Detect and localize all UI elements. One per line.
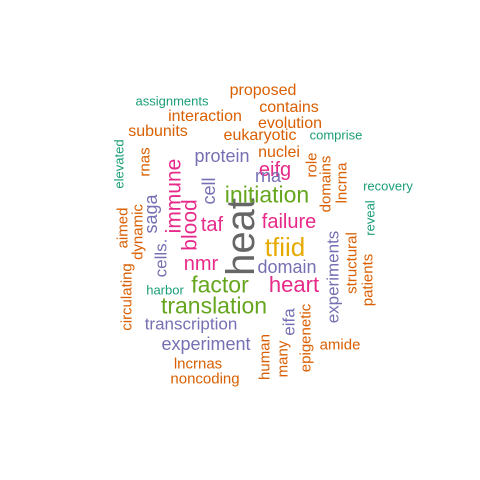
word-lncrna: lncrna (333, 162, 351, 204)
word-cell: cell (199, 177, 219, 205)
word-failure: failure (261, 211, 317, 233)
word-dynamic: dynamic (129, 204, 147, 260)
word-patients: patients (359, 253, 377, 307)
word-blood: blood (178, 199, 202, 251)
word-contains: contains (259, 99, 319, 116)
word-interaction: interaction (168, 108, 242, 125)
word-initiation: initiation (224, 181, 310, 208)
word-protein: protein (194, 146, 250, 166)
word-epigenetic: epigenetic (297, 303, 315, 373)
word-proposed: proposed (229, 82, 297, 99)
word-recovery: recovery (363, 178, 413, 194)
word-heart: heart (268, 272, 320, 297)
word-domain: domain (257, 257, 317, 277)
word-lncrnas: lncrnas (173, 355, 223, 373)
word-evolution: evolution (257, 115, 323, 132)
word-heat: heat (219, 198, 263, 276)
word-assignments: assignments (135, 93, 209, 109)
word-translation: translation (160, 292, 268, 319)
word-eifa: eifa (279, 308, 299, 336)
word-experiments: experiments (323, 230, 343, 324)
word-eifg: eifg (258, 159, 292, 181)
word-rna: rna (254, 166, 282, 186)
word-transcription: transcription (144, 314, 238, 334)
word-aimed: aimed (114, 207, 132, 249)
word-many: many (274, 340, 292, 378)
word-harbor: harbor (146, 282, 184, 298)
word-comprise: comprise (309, 127, 363, 143)
word-circulating: circulating (118, 263, 136, 331)
word-nuclei: nuclei (258, 144, 300, 161)
word-taf: taf (200, 214, 224, 236)
word-amide: amide (319, 336, 361, 354)
word-structural: structural (343, 232, 361, 294)
word-elevated: elevated (111, 139, 127, 189)
word-tfiid: tfiid (264, 232, 306, 262)
word-domains: domains (317, 155, 335, 213)
word-rnas: rnas (136, 147, 154, 177)
word-nmr: nmr (183, 253, 219, 275)
word-reveal: reveal (362, 200, 378, 236)
word-eukaryotic: eukaryotic (223, 127, 297, 144)
word-noncoding: noncoding (170, 370, 240, 388)
word-factor: factor (191, 271, 249, 298)
word-subunits: subunits (128, 123, 188, 140)
word-human: human (256, 334, 274, 380)
word-cells: cells. (151, 238, 171, 278)
word-experiment: experiment (161, 334, 251, 354)
